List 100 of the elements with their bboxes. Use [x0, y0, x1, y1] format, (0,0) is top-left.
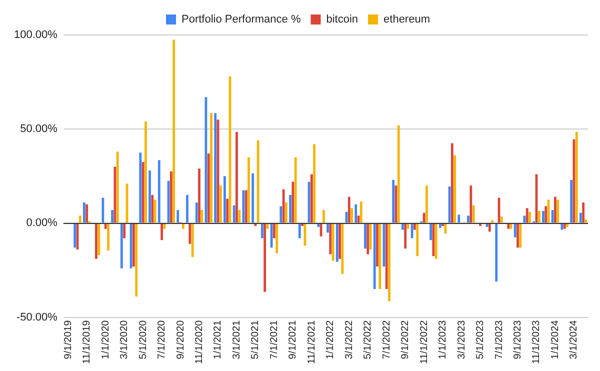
bar	[450, 143, 454, 223]
bar	[397, 125, 400, 223]
bar	[148, 170, 151, 223]
bar	[579, 212, 582, 223]
x-tick-label: 9/1/2020	[175, 320, 186, 360]
bar	[556, 200, 560, 223]
bar	[458, 214, 460, 223]
bar	[526, 208, 528, 223]
x-tick-label: 7/1/2023	[494, 320, 505, 360]
x-tick-label: 3/1/2022	[344, 320, 355, 360]
x-tick-label: 5/1/2020	[138, 320, 149, 360]
legend-label: ethereum	[384, 14, 430, 26]
bar	[298, 224, 301, 238]
bar	[348, 196, 350, 223]
bar	[422, 212, 426, 223]
bar	[158, 160, 160, 223]
x-tick-label: 9/1/2021	[288, 320, 299, 360]
bar	[176, 210, 180, 223]
bar	[551, 210, 554, 223]
bar	[186, 194, 188, 223]
bar	[244, 190, 248, 223]
bar	[338, 224, 341, 259]
x-tick-label: 1/1/2024	[550, 320, 561, 360]
legend-label: Portfolio Performance %	[182, 14, 301, 26]
x-tick-label: 5/1/2022	[362, 320, 374, 360]
x-tick-label: 1/1/2021	[212, 320, 224, 360]
x-tick-label: 7/1/2021	[268, 320, 280, 360]
bar	[74, 224, 76, 248]
y-tick-label: 0.00%	[26, 217, 58, 230]
bar	[276, 224, 278, 254]
bar	[232, 205, 236, 223]
bar	[385, 224, 388, 290]
bar	[366, 224, 370, 254]
bar	[98, 224, 100, 256]
bar	[182, 224, 184, 229]
x-tick-label: 5/1/2023	[475, 320, 486, 360]
bar	[236, 132, 238, 223]
bar	[139, 152, 142, 223]
bar	[430, 224, 432, 240]
bar	[172, 40, 175, 223]
bar	[378, 224, 382, 290]
bar	[322, 210, 325, 223]
bar	[132, 224, 135, 266]
bar	[470, 186, 472, 223]
bar	[432, 224, 435, 256]
bar	[488, 224, 491, 232]
bar	[401, 224, 404, 230]
bar	[256, 140, 260, 223]
bar	[317, 224, 320, 227]
x-tick-label: 7/1/2020	[156, 320, 168, 360]
bar	[151, 194, 154, 223]
bar	[264, 224, 266, 292]
bar	[226, 198, 229, 223]
bar	[198, 168, 200, 223]
legend-label: bitcoin	[326, 14, 358, 26]
x-tick-label: 3/1/2020	[119, 320, 130, 360]
bar	[120, 224, 123, 268]
bar	[416, 224, 419, 256]
bar	[364, 224, 366, 249]
x-tick-label: 11/1/2020	[194, 320, 206, 364]
bar	[438, 224, 442, 228]
bar	[242, 190, 245, 223]
bar	[354, 204, 358, 223]
x-tick-label: 3/1/2024	[568, 320, 580, 360]
bar	[252, 173, 254, 223]
bar	[560, 224, 564, 230]
bar	[514, 224, 516, 238]
bar	[219, 186, 222, 223]
bar	[350, 208, 353, 223]
x-tick-label: 3/1/2023	[456, 320, 468, 360]
bar	[467, 216, 470, 223]
bar	[294, 157, 297, 223]
bar	[563, 224, 566, 229]
bar	[373, 224, 376, 290]
bar	[86, 204, 88, 223]
bar	[123, 224, 126, 238]
bar	[434, 224, 438, 259]
bar	[472, 205, 475, 223]
bar	[313, 144, 316, 223]
bar	[426, 186, 428, 223]
bar	[542, 210, 544, 223]
bar	[238, 210, 241, 223]
bar	[491, 220, 494, 223]
bar	[528, 212, 531, 223]
bar	[326, 224, 329, 233]
bar	[404, 224, 407, 249]
bar	[116, 152, 119, 223]
bar	[388, 224, 390, 302]
bar	[135, 224, 138, 297]
y-tick-label: -50.00%	[16, 311, 58, 324]
bar	[289, 194, 292, 223]
bar	[544, 206, 548, 223]
bar	[360, 202, 362, 223]
bar	[292, 182, 294, 223]
bar	[495, 224, 498, 282]
bar	[310, 174, 313, 223]
bar	[273, 224, 276, 238]
bar	[582, 202, 585, 223]
bar	[95, 224, 98, 259]
x-tick-label: 1/1/2020	[100, 320, 112, 360]
